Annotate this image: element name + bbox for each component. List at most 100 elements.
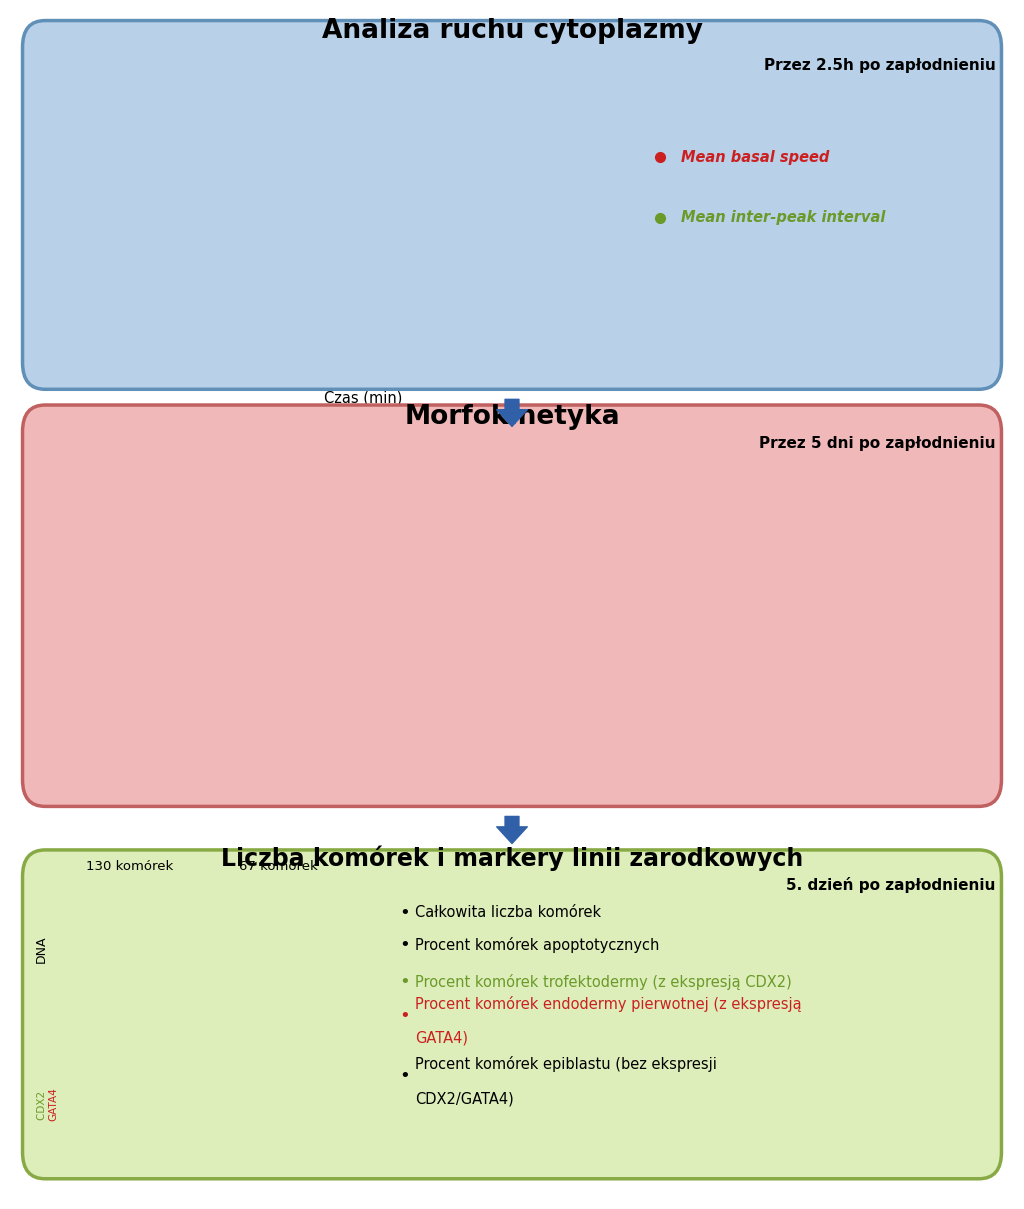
Circle shape — [356, 603, 459, 636]
Circle shape — [109, 1106, 120, 1118]
Text: $t_3$: $t_3$ — [327, 675, 337, 688]
Circle shape — [758, 609, 812, 627]
Circle shape — [153, 925, 168, 941]
Circle shape — [280, 976, 298, 995]
Circle shape — [94, 985, 108, 1000]
Circle shape — [87, 603, 189, 636]
Circle shape — [143, 962, 165, 985]
Circle shape — [118, 901, 138, 922]
Text: $s_2$: $s_2$ — [356, 574, 370, 588]
Circle shape — [109, 964, 127, 983]
Circle shape — [446, 603, 549, 636]
Circle shape — [236, 924, 251, 939]
Circle shape — [134, 937, 155, 959]
Text: $t_7$: $t_7$ — [686, 710, 696, 723]
Circle shape — [806, 603, 908, 636]
Circle shape — [127, 950, 139, 964]
Circle shape — [124, 910, 147, 935]
Text: $t_8$: $t_8$ — [776, 718, 786, 731]
Circle shape — [443, 602, 552, 637]
Circle shape — [117, 995, 131, 1010]
Text: $t_6$: $t_6$ — [596, 701, 606, 715]
Circle shape — [74, 967, 88, 982]
Circle shape — [122, 897, 137, 912]
Circle shape — [313, 956, 328, 971]
Circle shape — [143, 918, 164, 938]
FancyArrowPatch shape — [497, 399, 527, 427]
Circle shape — [244, 1037, 259, 1053]
Text: $cc_{2a}$: $cc_{2a}$ — [261, 574, 286, 588]
Text: 17:05: 17:05 — [214, 630, 242, 640]
Circle shape — [117, 932, 136, 951]
Circle shape — [264, 602, 372, 637]
Circle shape — [248, 936, 266, 956]
Text: 37:55: 37:55 — [394, 630, 422, 640]
Circle shape — [239, 967, 258, 989]
Circle shape — [85, 602, 193, 637]
Circle shape — [153, 983, 172, 1003]
Y-axis label: Średnia prędkość cytoplazmy (nm/s): Średnia prędkość cytoplazmy (nm/s) — [49, 97, 65, 312]
Circle shape — [284, 965, 305, 988]
Circle shape — [112, 907, 131, 926]
Text: •: • — [399, 973, 410, 990]
Circle shape — [137, 898, 160, 921]
Circle shape — [222, 965, 242, 987]
Circle shape — [228, 1087, 244, 1104]
Circle shape — [713, 602, 821, 637]
Text: Analiza ruchu cytoplazmy: Analiza ruchu cytoplazmy — [322, 18, 702, 45]
Circle shape — [177, 603, 280, 636]
Circle shape — [256, 1123, 271, 1139]
Circle shape — [264, 932, 285, 954]
Circle shape — [276, 609, 327, 626]
Circle shape — [288, 918, 310, 942]
Circle shape — [91, 910, 108, 929]
Circle shape — [297, 1132, 309, 1145]
Circle shape — [158, 947, 174, 964]
Circle shape — [85, 1110, 100, 1126]
Circle shape — [147, 908, 170, 932]
Circle shape — [146, 1080, 166, 1100]
Circle shape — [354, 602, 462, 637]
Circle shape — [150, 914, 165, 930]
Circle shape — [132, 979, 151, 1000]
Circle shape — [120, 1046, 138, 1066]
Circle shape — [566, 608, 609, 623]
Circle shape — [398, 609, 450, 626]
Circle shape — [232, 949, 247, 964]
Circle shape — [257, 935, 278, 955]
Circle shape — [716, 603, 818, 636]
Circle shape — [167, 948, 180, 961]
Circle shape — [135, 1052, 155, 1072]
Circle shape — [238, 1082, 256, 1103]
Circle shape — [100, 1039, 121, 1060]
Circle shape — [96, 951, 109, 965]
FancyBboxPatch shape — [23, 405, 1001, 806]
Text: Procent komórek apoptotycznych: Procent komórek apoptotycznych — [415, 937, 659, 954]
Circle shape — [261, 945, 285, 970]
Text: $cc_{3c}$: $cc_{3c}$ — [530, 527, 555, 540]
Circle shape — [584, 618, 627, 631]
Circle shape — [85, 1132, 105, 1152]
Text: •: • — [399, 904, 410, 921]
Circle shape — [116, 950, 129, 964]
Text: 49:15: 49:15 — [664, 630, 691, 640]
Circle shape — [108, 994, 126, 1013]
Text: DNA: DNA — [35, 936, 47, 962]
Circle shape — [111, 1083, 124, 1097]
Circle shape — [121, 1118, 135, 1133]
Circle shape — [250, 925, 267, 943]
Circle shape — [317, 964, 333, 980]
FancyArrowPatch shape — [497, 816, 527, 844]
Circle shape — [273, 961, 287, 974]
Text: Procent komórek trofektodermy (z ekspresją CDX2): Procent komórek trofektodermy (z ekspres… — [415, 973, 792, 990]
Circle shape — [299, 956, 318, 977]
Circle shape — [172, 933, 189, 953]
Text: Całkowita liczba komórek: Całkowita liczba komórek — [415, 906, 601, 920]
Text: 70:45: 70:45 — [933, 630, 961, 640]
Text: 15:35: 15:35 — [125, 630, 152, 640]
Text: Przez 2.5h po zapłodnieniu: Przez 2.5h po zapłodnieniu — [764, 58, 995, 73]
Circle shape — [124, 893, 138, 909]
Circle shape — [97, 915, 119, 937]
Text: 49:45: 49:45 — [754, 630, 780, 640]
Text: $t_2$: $t_2$ — [238, 666, 247, 679]
